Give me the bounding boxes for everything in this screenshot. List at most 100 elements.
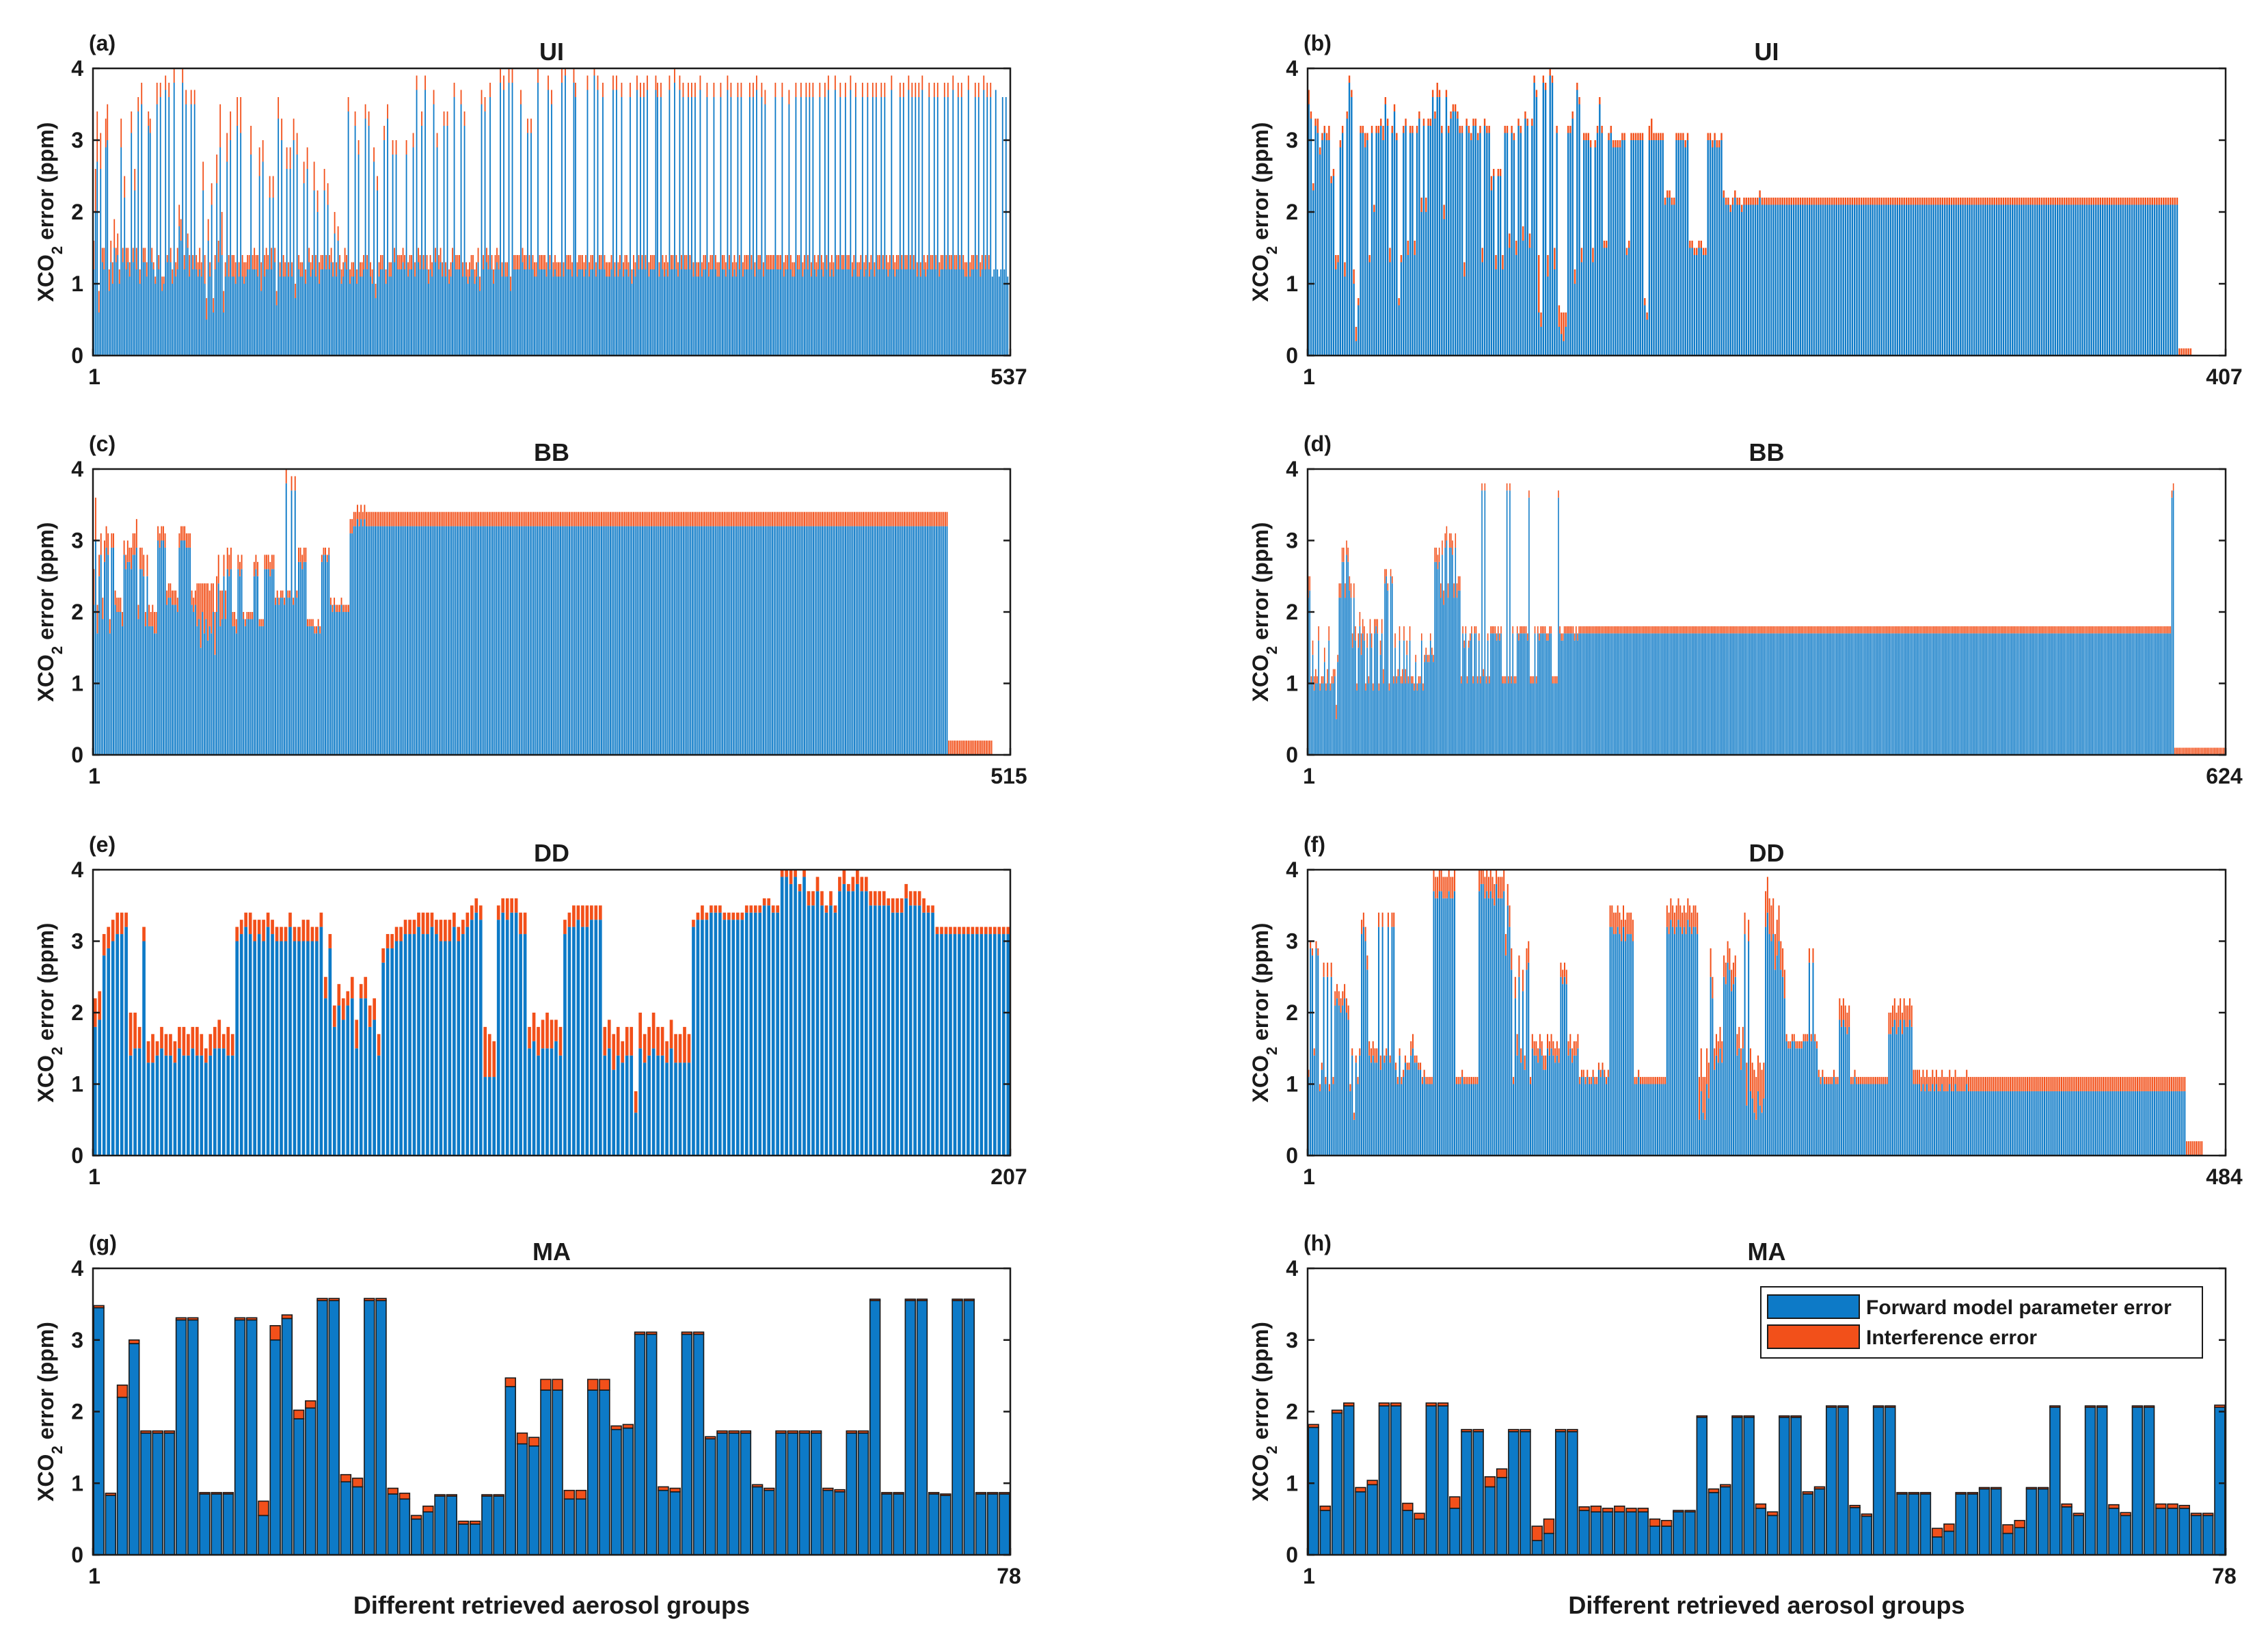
bar-forward-error	[993, 269, 995, 356]
bar-interference-error	[515, 255, 517, 269]
bar-forward-error	[1755, 633, 1757, 755]
bar-forward-error	[1575, 1055, 1577, 1156]
bar-forward-error	[2142, 633, 2144, 755]
bar-interference-error	[946, 511, 948, 526]
bar-forward-error	[1480, 683, 1481, 755]
bar-interference-error	[1899, 198, 1901, 205]
bar-forward-error	[583, 276, 585, 356]
bar-interference-error	[617, 511, 619, 526]
bar-interference-error	[781, 511, 783, 526]
bar-interference-error	[1612, 626, 1614, 634]
bar-forward-error	[157, 540, 159, 755]
bar-interference-error	[1400, 255, 1403, 263]
bar-forward-error	[1431, 1084, 1433, 1156]
bar-interference-error	[357, 505, 358, 520]
bar-forward-error	[1723, 198, 1725, 356]
bar-forward-error	[1342, 1005, 1344, 1156]
bar-forward-error	[1522, 991, 1524, 1156]
bar-forward-error	[967, 934, 970, 1156]
bar-interference-error	[1622, 626, 1624, 634]
bar-interference-error	[1554, 1048, 1556, 1063]
bar-interference-error	[470, 905, 474, 920]
bar-forward-error	[647, 90, 648, 356]
bar-forward-error	[1809, 633, 1811, 755]
bar-interference-error	[949, 926, 952, 935]
bar-forward-error	[483, 1077, 487, 1156]
bar-interference-error	[1544, 83, 1547, 90]
bar-interference-error	[2063, 198, 2066, 205]
bar-interference-error	[1550, 626, 1552, 634]
bar-forward-error	[510, 526, 512, 755]
bar-interference-error	[264, 255, 266, 277]
bar-interference-error	[2095, 198, 2097, 205]
bar-interference-error	[178, 204, 180, 226]
bar-forward-error	[1906, 633, 1908, 755]
bar-interference-error	[1816, 626, 1818, 634]
bar-interference-error	[1939, 198, 1941, 205]
bar-forward-error	[2021, 204, 2023, 356]
bar-forward-error	[1497, 898, 1499, 1156]
bar-forward-error	[479, 291, 481, 356]
bar-forward-error	[1554, 1063, 1556, 1156]
bar-forward-error	[1988, 633, 1990, 755]
bar-interference-error	[1745, 198, 1747, 205]
bar-forward-error	[1531, 126, 1533, 356]
bar-interference-error	[1691, 241, 1693, 248]
bar-interference-error	[1580, 626, 1582, 634]
bar-forward-error	[243, 619, 245, 755]
bar-forward-error	[1466, 126, 1468, 356]
bar-forward-error	[1576, 90, 1578, 356]
bar-interference-error	[266, 555, 268, 570]
bar-forward-error	[744, 269, 746, 356]
bar-interference-error	[865, 255, 867, 269]
bar-forward-error	[337, 612, 339, 755]
bar-forward-error	[1515, 683, 1517, 755]
bar-interference-error	[298, 255, 300, 269]
bar-forward-error	[202, 190, 204, 356]
bar-forward-error	[540, 526, 542, 755]
bar-interference-error	[2183, 348, 2185, 356]
bar-interference-error	[1484, 483, 1486, 491]
bar-interference-error	[1494, 626, 1496, 634]
bar-forward-error	[1393, 926, 1395, 1156]
bar-forward-error	[411, 526, 414, 755]
bar-interference-error	[243, 262, 245, 284]
bar-forward-error	[552, 276, 554, 356]
bar-forward-error	[624, 269, 626, 356]
bar-forward-error	[2057, 633, 2060, 755]
bar-forward-error	[707, 526, 710, 755]
bar-forward-error	[266, 926, 270, 1156]
bar-interference-error	[535, 511, 537, 526]
bar-interference-error	[100, 533, 102, 555]
bar-forward-error	[1868, 633, 1869, 755]
bar-interference-error	[1991, 198, 1993, 205]
bar-forward-error	[2095, 204, 2097, 356]
bar-interference-error	[908, 891, 913, 906]
bar-forward-error	[866, 526, 868, 755]
bar-forward-error	[1559, 633, 1561, 755]
bar-interference-error	[1415, 654, 1416, 663]
bar-forward-error	[362, 526, 364, 755]
bar-interference-error	[1467, 1077, 1469, 1084]
bar-forward-error	[796, 526, 798, 755]
bar-forward-error	[1647, 633, 1649, 755]
bar-forward-error	[1928, 204, 1930, 356]
bar-forward-error	[461, 934, 465, 1156]
bar-forward-error	[1671, 204, 1673, 356]
bar-interference-error	[288, 912, 292, 927]
bar-forward-error	[1852, 633, 1854, 755]
bar-interference-error	[923, 255, 925, 269]
bar-forward-error	[621, 1063, 625, 1156]
bar-interference-error	[513, 255, 515, 269]
bar-interference-error	[815, 877, 820, 892]
bar-forward-error	[943, 526, 945, 755]
bar-forward-error	[230, 140, 232, 356]
bar-interference-error	[1448, 533, 1450, 548]
bar-interference-error	[607, 262, 609, 277]
bar-forward-error	[795, 97, 797, 356]
bar-interference-error	[656, 511, 658, 526]
bar-forward-error	[301, 941, 306, 1156]
bar-interference-error	[134, 533, 136, 555]
bar-interference-error	[1844, 198, 1847, 205]
bar-forward-error	[1982, 204, 1984, 356]
